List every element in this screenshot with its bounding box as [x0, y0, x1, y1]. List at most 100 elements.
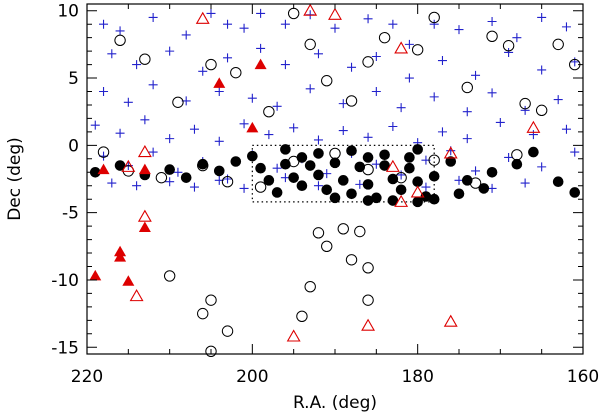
axis-ticks	[86, 4, 584, 354]
plus-marker-40	[214, 87, 224, 96]
filled-circle-marker-27	[412, 176, 423, 187]
open-circle-marker-46	[205, 345, 217, 358]
open-circle-marker-0	[114, 34, 126, 47]
open-circle-marker-13	[428, 11, 440, 24]
plus-marker-38	[148, 80, 158, 90]
plus-marker-93	[189, 182, 199, 192]
plus-marker-24	[223, 53, 233, 63]
open-circle-marker-40	[304, 280, 316, 293]
plus-marker-70	[561, 124, 571, 134]
plus-marker-53	[115, 128, 125, 138]
plus-marker-58	[239, 119, 249, 129]
plus-marker-76	[223, 174, 233, 184]
y-axis-label: Dec (deg)	[5, 137, 25, 221]
filled-circle-marker-15	[313, 169, 324, 181]
filled-circle-marker-5	[197, 158, 209, 170]
plus-marker-29	[371, 52, 381, 61]
open-circle-marker-23	[155, 171, 168, 184]
plus-marker-31	[437, 56, 447, 66]
plus-marker-92	[165, 177, 175, 187]
filled-circle-marker-24	[387, 173, 399, 185]
plus-marker-52	[90, 120, 100, 130]
filled-circle-marker-50	[296, 152, 308, 163]
plus-marker-95	[239, 183, 249, 193]
plus-marker-0	[99, 19, 109, 29]
filled-circle-marker-40	[445, 156, 457, 167]
open-circle-marker-4	[230, 66, 242, 79]
open-circle-marker-7	[304, 38, 316, 51]
filled-triangle-marker-6	[114, 245, 127, 257]
filled-circle-marker-22	[371, 192, 382, 204]
plus-marker-12	[388, 19, 398, 29]
filled-circle-marker-37	[387, 195, 399, 206]
open-circle-marker-6	[287, 7, 300, 20]
plus-marker-37	[123, 97, 133, 107]
open-circle-marker-39	[362, 262, 374, 274]
filled-circle-marker-39	[329, 192, 341, 204]
plus-marker-36	[99, 87, 109, 96]
open-triangle-marker-0	[195, 11, 210, 24]
filled-triangle-marker-8	[89, 269, 102, 281]
plus-marker-5	[223, 19, 233, 29]
open-circle-marker-45	[163, 270, 176, 282]
open-triangle-marker-8	[385, 159, 400, 172]
open-circle-marker-3	[205, 58, 217, 71]
plus-marker-63	[363, 132, 373, 142]
plus-marker-33	[504, 47, 514, 57]
filled-circle-marker-48	[453, 188, 465, 200]
plus-marker-1	[115, 26, 125, 36]
plus-marker-10	[330, 23, 340, 33]
plus-marker-22	[165, 46, 175, 56]
filled-triangle-marker-4	[138, 163, 151, 175]
filled-circle-marker-19	[346, 188, 357, 200]
plus-marker-4	[206, 8, 216, 18]
filled-circle-marker-43	[511, 158, 523, 170]
plus-marker-7	[256, 8, 266, 18]
open-circle-marker-8	[321, 75, 333, 87]
open-triangle-marker-9	[137, 144, 152, 158]
open-circle-marker-25	[221, 175, 234, 188]
open-triangle-marker-13	[286, 329, 301, 342]
filled-circle-marker-20	[354, 161, 366, 173]
filled-circle-marker-9	[255, 162, 266, 174]
plus-marker-2	[148, 12, 158, 22]
open-circle-marker-1	[139, 53, 151, 65]
plus-marker-44	[338, 99, 348, 109]
filled-triangle-marker-5	[138, 221, 151, 232]
open-triangle-marker-15	[443, 314, 458, 327]
open-circle-marker-15	[486, 30, 498, 43]
open-circle-marker-35	[321, 240, 333, 253]
filled-circle-marker-36	[412, 196, 423, 208]
filled-circle-marker-44	[528, 146, 539, 158]
plus-marker-32	[471, 70, 481, 80]
plus-marker-89	[570, 147, 580, 157]
plus-marker-25	[256, 43, 266, 53]
open-triangle-marker-12	[129, 289, 144, 302]
plus-marker-18	[537, 12, 547, 22]
filled-triangle-marker-7	[114, 251, 127, 262]
open-circle-marker-11	[378, 31, 391, 44]
filled-circle-marker-0	[89, 166, 101, 178]
plus-marker-88	[537, 162, 547, 172]
plus-marker-3	[181, 30, 191, 40]
plus-marker-43	[305, 84, 315, 94]
filled-circle-marker-1	[114, 160, 126, 171]
filled-circle-marker-30	[280, 144, 291, 155]
plus-marker-57	[214, 136, 224, 146]
open-triangle-marker-6	[410, 185, 425, 198]
filled-circle-marker-8	[247, 150, 258, 162]
filled-circle-marker-14	[304, 160, 316, 171]
x-tick-label-3: 160	[567, 367, 599, 387]
filled-circle-marker-47	[478, 183, 490, 194]
plus-marker-51	[553, 95, 563, 105]
plus-marker-15	[454, 25, 464, 35]
open-circle-marker-31	[428, 154, 440, 166]
plus-marker-41	[247, 93, 257, 103]
triangle-open-series	[121, 3, 541, 342]
open-circle-marker-41	[296, 310, 308, 323]
plus-marker-14	[429, 19, 439, 29]
filled-triangle-marker-0	[254, 58, 267, 70]
x-tick-label-0: 220	[71, 367, 103, 387]
plus-marker-11	[363, 14, 373, 24]
open-triangle-marker-4	[526, 120, 541, 133]
